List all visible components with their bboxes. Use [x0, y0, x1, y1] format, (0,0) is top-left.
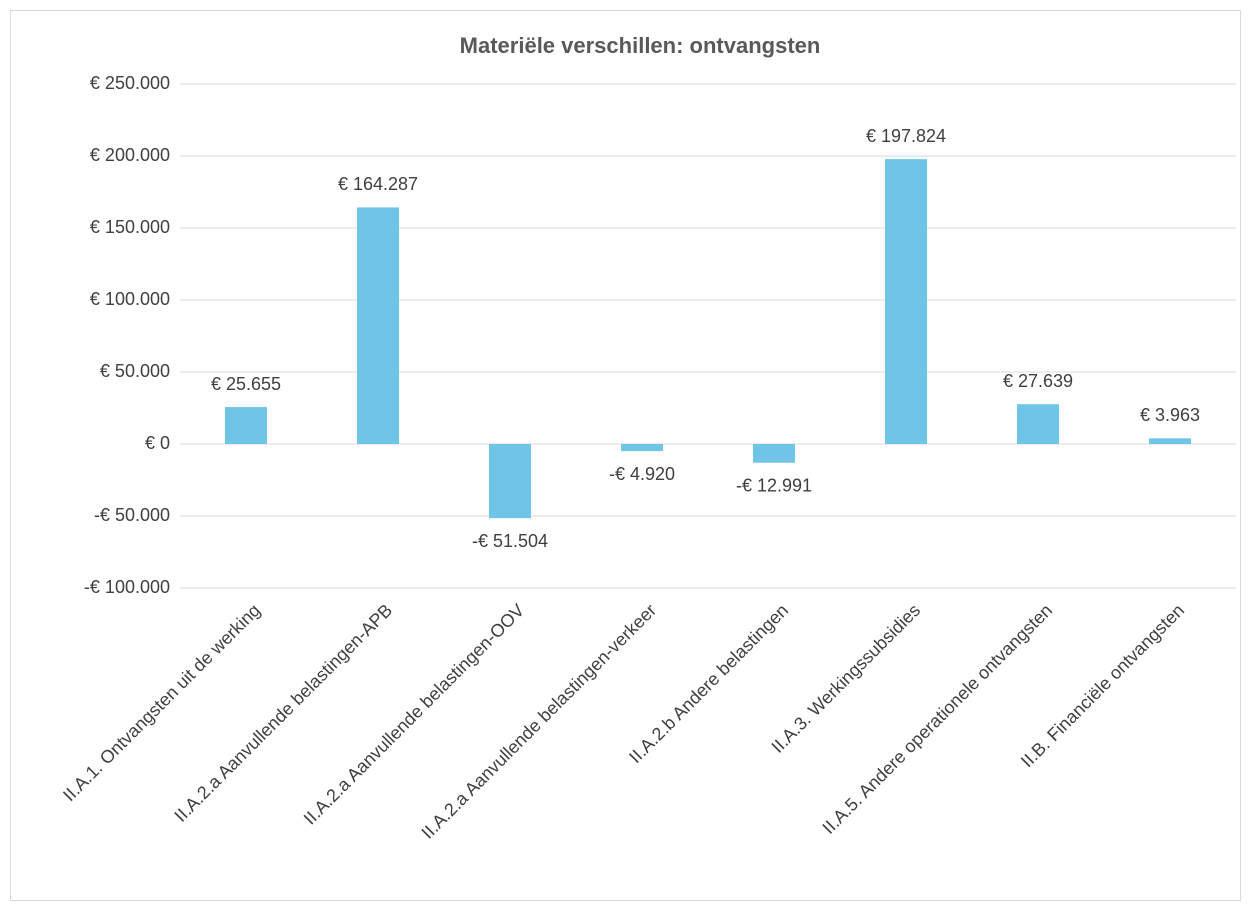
y-tick-label: € 0 [145, 433, 170, 453]
y-tick-label: € 150.000 [90, 217, 170, 237]
data-label: € 197.824 [866, 126, 946, 146]
bar [621, 444, 663, 452]
y-tick-label: € 50.000 [100, 361, 170, 381]
data-label: -€ 12.991 [736, 475, 812, 495]
bar [1017, 404, 1059, 444]
bar [885, 159, 927, 445]
y-tick-label: € 200.000 [90, 145, 170, 165]
data-label: -€ 51.504 [472, 531, 548, 551]
chart-border [10, 10, 1241, 901]
bar [225, 407, 267, 444]
bar [357, 207, 399, 444]
bar [1149, 438, 1191, 444]
data-label: -€ 4.920 [609, 464, 675, 484]
chart-title: Materiële verschillen: ontvangsten [460, 33, 821, 58]
bar [753, 444, 795, 463]
data-label: € 25.655 [211, 374, 281, 394]
y-tick-label: -€ 100.000 [84, 577, 170, 597]
data-label: € 3.963 [1140, 405, 1200, 425]
data-label: € 164.287 [338, 174, 418, 194]
y-tick-label: € 100.000 [90, 289, 170, 309]
data-label: € 27.639 [1003, 371, 1073, 391]
y-tick-label: -€ 50.000 [94, 505, 170, 525]
bar [489, 444, 531, 519]
y-tick-label: € 250.000 [90, 73, 170, 93]
